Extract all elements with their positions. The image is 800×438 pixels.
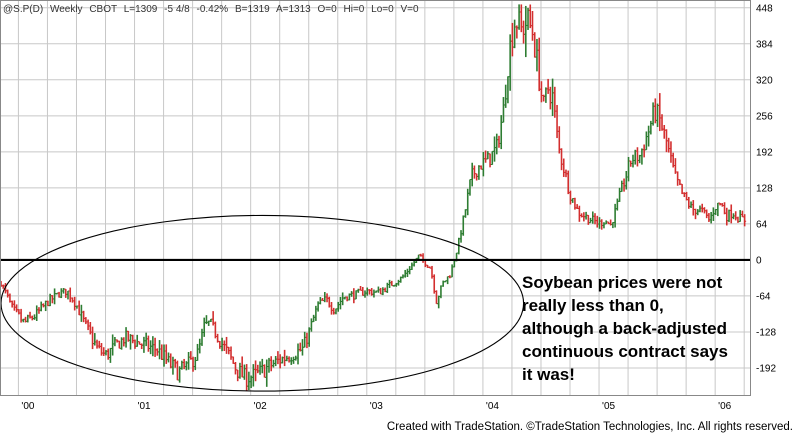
y-tick-label: 192 bbox=[756, 147, 773, 158]
x-tick-label: '04 bbox=[486, 401, 499, 412]
x-tick-label: '05 bbox=[602, 401, 615, 412]
y-tick-label: -64 bbox=[756, 291, 771, 302]
y-tick-label: 128 bbox=[756, 183, 773, 194]
header-symbol: @S.P(D) bbox=[3, 4, 43, 15]
header-last: L=1309 bbox=[124, 4, 158, 15]
x-tick-label: '03 bbox=[370, 401, 383, 412]
y-tick-label: 320 bbox=[756, 75, 773, 86]
y-tick-label: 448 bbox=[756, 3, 773, 14]
header-ask: A=1313 bbox=[276, 4, 311, 15]
chart-header: @S.P(D) Weekly CBOT L=1309 -5 4/8 -0.42%… bbox=[3, 4, 419, 15]
annotation-line-3: although a back-adjusted bbox=[522, 319, 727, 338]
x-tick-label: '00 bbox=[21, 401, 34, 412]
header-bid: B=1319 bbox=[235, 4, 270, 15]
price-bars bbox=[0, 4, 747, 391]
x-tick-label: '01 bbox=[138, 401, 151, 412]
annotation-line-5: it was! bbox=[522, 365, 575, 384]
annotation-line-1: Soybean prices were not bbox=[522, 273, 723, 292]
footer-credit: Created with TradeStation. ©TradeStation… bbox=[387, 421, 793, 433]
y-tick-label: -128 bbox=[756, 327, 776, 338]
y-tick-label: 384 bbox=[756, 39, 773, 50]
plot-frame bbox=[0, 0, 751, 396]
header-open: O=0 bbox=[318, 4, 338, 15]
x-tick-label: '06 bbox=[718, 401, 731, 412]
annotation-block: Soybean prices were not really less than… bbox=[522, 273, 728, 384]
y-tick-label: 256 bbox=[756, 111, 773, 122]
header-interval: Weekly bbox=[50, 4, 83, 15]
header-exchange: CBOT bbox=[89, 4, 117, 15]
grid-lines bbox=[1, 1, 750, 395]
header-high: Hi=0 bbox=[344, 4, 365, 15]
annotation-line-2: really less than 0, bbox=[522, 296, 664, 315]
header-change: -5 4/8 bbox=[164, 4, 190, 15]
header-text: @S.P(D) Weekly CBOT L=1309 -5 4/8 -0.42%… bbox=[3, 4, 419, 15]
header-low: Lo=0 bbox=[371, 4, 394, 15]
y-tick-label: 64 bbox=[756, 219, 768, 230]
annotation-line-4: continuous contract says bbox=[522, 342, 728, 361]
header-volume: V=0 bbox=[400, 4, 419, 15]
axis-labels: 448 384 320 256 192 128 64 0 -64 -128 -192 '00 '01 '0… bbox=[21, 3, 776, 412]
header-pct-change: -0.42% bbox=[197, 4, 229, 15]
y-tick-label: -192 bbox=[756, 363, 776, 374]
x-tick-label: '02 bbox=[254, 401, 267, 412]
y-tick-label: 0 bbox=[756, 255, 762, 266]
